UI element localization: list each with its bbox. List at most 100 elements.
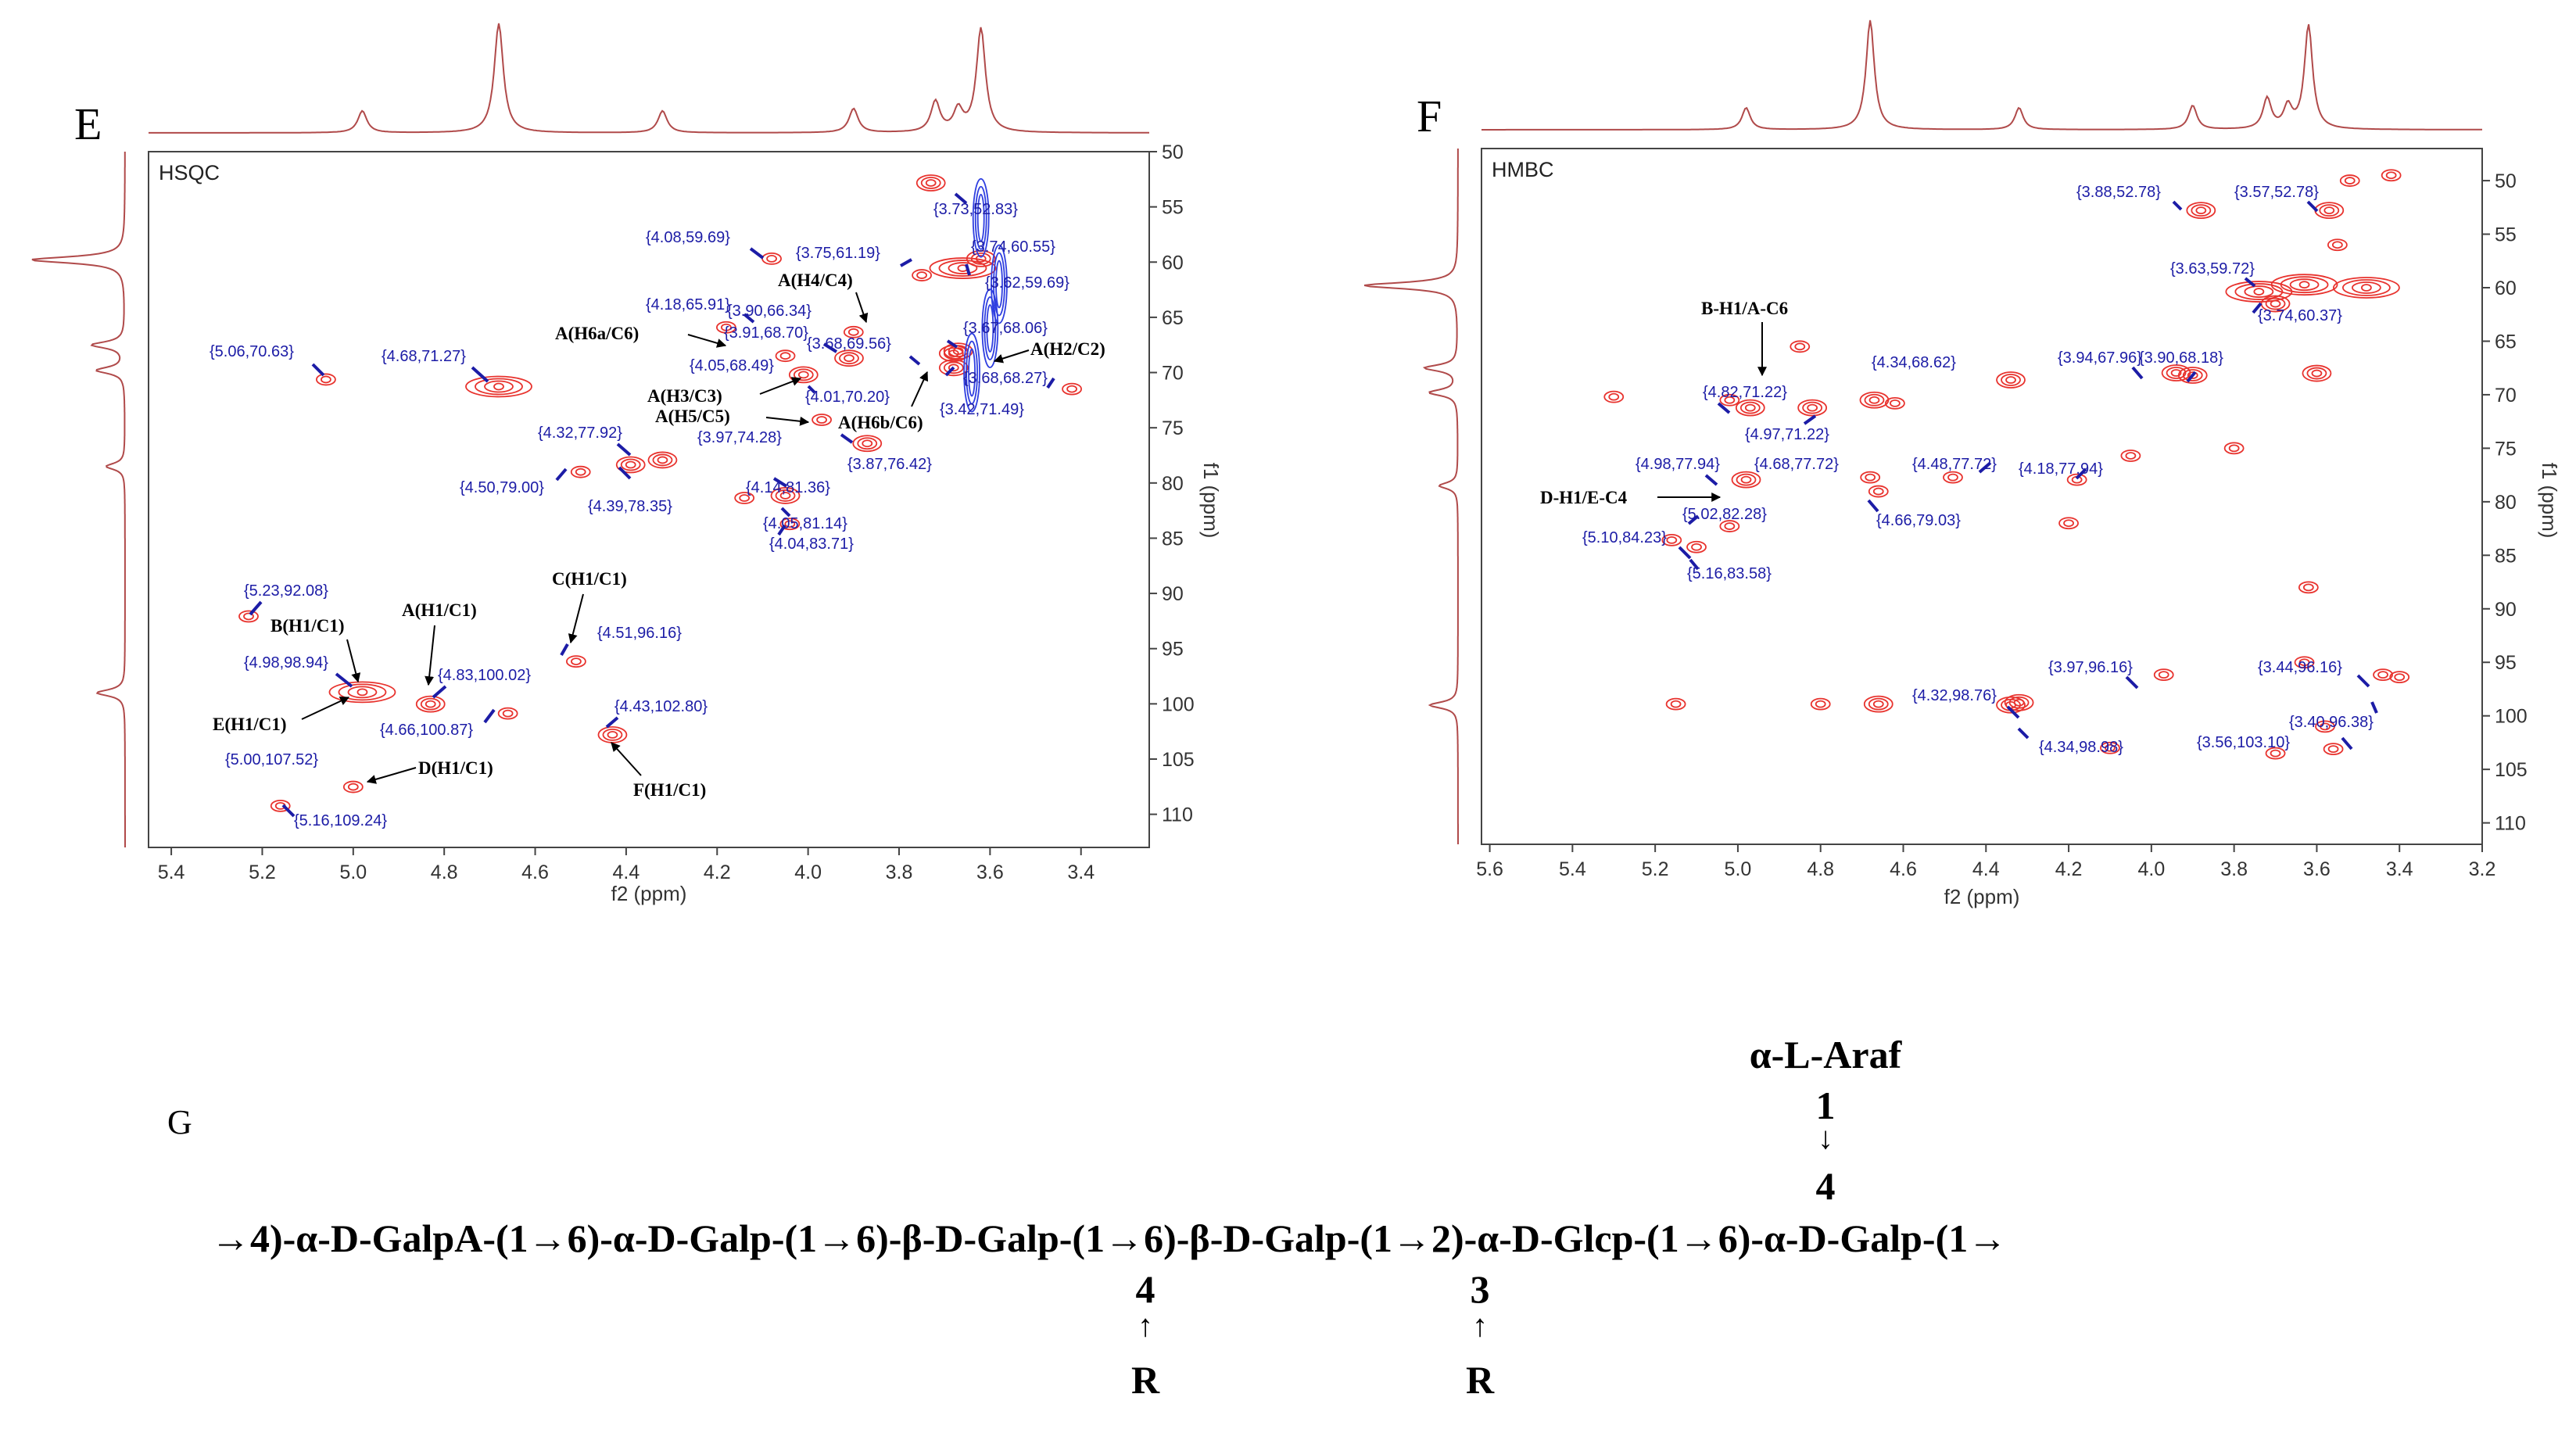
- hsqc-contour-peak: [602, 729, 623, 741]
- hsqc-axes: 5.4 5.2 5.0 4.8 4.6 4.4 4.2 4.0 3.8 3.6 3.4 50 55 60 6…: [158, 141, 1195, 883]
- hmbc-contour-peak: [2066, 473, 2087, 486]
- hsqc-contour-peak: [338, 683, 387, 701]
- hsqc-contour-peak: [816, 416, 827, 424]
- panel-letter-g: G: [167, 1103, 192, 1141]
- hsqc-x-tick-label: 5.2: [249, 861, 276, 883]
- hmbc-contour-peak: [2270, 749, 2281, 758]
- hmbc-contour-peak: [2234, 283, 2284, 300]
- hmbc-contour-peak: [1691, 543, 1702, 551]
- hmbc-contour-peak: [1744, 403, 1756, 412]
- hmbc-y-tick-label: 105: [2495, 759, 2528, 781]
- hmbc-y-tick-label: 65: [2495, 331, 2517, 353]
- hmbc-contour-peak: [1807, 403, 1818, 412]
- hsqc-contour-peak: [839, 352, 859, 365]
- hmbc-contour-peak: [2182, 369, 2203, 381]
- hsqc-top-projection: [149, 23, 1149, 134]
- hmbc-x-tick-label: 5.2: [1642, 858, 1669, 880]
- hsqc-contour-peak: [857, 437, 878, 450]
- hsqc-assignment: C(H1/C1): [552, 569, 627, 589]
- branch1-substituent: R: [1130, 1358, 1160, 1402]
- hsqc-contour-peak: [938, 359, 969, 377]
- hsqc-contour-peak: [415, 695, 446, 713]
- hmbc-contour-peak: [2191, 204, 2212, 217]
- hmbc-peak-label: {3.57,52.78}: [2234, 184, 2319, 201]
- hmbc-contour-peak: [1810, 697, 1831, 711]
- hsqc-contour-peak: [852, 435, 883, 453]
- hmbc-peak-label: {4.98,77.94}: [1636, 456, 1720, 473]
- hsqc-contour-peak: [347, 783, 359, 791]
- panel-letter-e: E: [74, 99, 102, 149]
- hmbc-contour-peak: [1661, 533, 1682, 546]
- hmbc-contour-peak: [2342, 279, 2391, 296]
- hsqc-assignment: A(H6a/C6): [555, 324, 639, 343]
- hsqc-contour-peak: [925, 179, 937, 187]
- hmbc-y-tick-label: 85: [2495, 545, 2517, 567]
- hsqc-contour-peak: [916, 271, 927, 279]
- hmbc-contour-peak: [1739, 401, 1761, 414]
- hsqc-peak-label: {3.68,68.27}: [963, 370, 1048, 387]
- hsqc-contour-peak: [912, 269, 932, 281]
- hmbc-contour-peak: [2270, 299, 2281, 308]
- hsqc-y-tick-label: 75: [1162, 417, 1184, 439]
- hsqc-peak-label: {3.74,60.55}: [971, 238, 1055, 256]
- hmbc-contour-peak: [2298, 281, 2310, 289]
- hmbc-peak-label: {3.97,96.16}: [2048, 659, 2133, 676]
- hsqc-x-tick-label: 5.0: [339, 861, 367, 883]
- hsqc-contour-peak: [766, 254, 777, 263]
- hsqc-peak-label: {4.66,100.87}: [380, 722, 473, 739]
- hmbc-x-tick-label: 5.4: [1559, 858, 1586, 880]
- hsqc-contour-peak: [920, 177, 941, 189]
- hmbc-contour-peak: [1603, 390, 1625, 403]
- hsqc-y-tick-label: 105: [1162, 749, 1195, 771]
- hmbc-x-tick-label: 4.2: [2055, 858, 2083, 880]
- hmbc-contour-peak: [2265, 297, 2286, 310]
- hsqc-peak-label: {3.73,52.83}: [933, 201, 1018, 218]
- hmbc-peak-label: {3.88,52.78}: [2076, 184, 2161, 201]
- hmbc-y-tick-label: 50: [2495, 170, 2517, 192]
- hsqc-x-tick-label: 5.4: [158, 861, 185, 883]
- hmbc-contour-peak: [2306, 367, 2327, 380]
- hmbc-y-tick-label: 80: [2495, 492, 2517, 514]
- hmbc-contour-peak: [2373, 668, 2393, 682]
- hsqc-peak-label: {4.50,79.00}: [460, 479, 544, 496]
- hsqc-peak-label: {3.97,74.28}: [697, 429, 782, 446]
- hsqc-y-tick-label: 55: [1162, 197, 1184, 219]
- hmbc-y-tick-label: 100: [2495, 706, 2528, 728]
- hmbc-x-tick-label: 3.8: [2220, 858, 2248, 880]
- hmbc-peak-label: {3.40,96.38}: [2289, 714, 2374, 731]
- hsqc-x-tick-label: 3.4: [1067, 861, 1095, 883]
- hsqc-contour-peak: [243, 612, 254, 621]
- hsqc-contour-peak: [793, 368, 814, 381]
- hsqc-y-tick-label: 70: [1162, 363, 1184, 385]
- hsqc-peak-label: {5.06,70.63}: [210, 343, 294, 360]
- hsqc-contour-peak: [721, 323, 732, 331]
- hsqc-contour-peak: [779, 492, 791, 500]
- hsqc-contour-peak: [739, 494, 751, 502]
- hsqc-peak-label: {4.04,83.71}: [769, 536, 854, 553]
- hsqc-contour-peak: [647, 451, 678, 469]
- hsqc-peak-label: {3.62,59.69}: [985, 274, 1069, 292]
- hmbc-contour-peak: [2125, 452, 2137, 460]
- hsqc-contour-peak: [625, 460, 636, 469]
- hmbc-contour-peak: [1724, 396, 1736, 404]
- hsqc-blue-contour: [974, 185, 987, 250]
- hsqc-contour-peak: [652, 453, 673, 467]
- hsqc-peak-label: {4.05,68.49}: [690, 357, 774, 374]
- hmbc-contour-peak: [2100, 741, 2120, 754]
- hsqc-y-tick-label: 60: [1162, 252, 1184, 274]
- branch-araf-link-to: 4: [1815, 1164, 1836, 1208]
- hmbc-contour-peak: [1686, 540, 1707, 553]
- hmbc-contour-peak: [1719, 520, 1740, 532]
- hsqc-contour-peak: [943, 347, 964, 360]
- hsqc-blue-contour: [991, 244, 1008, 324]
- hsqc-y-tick-label: 90: [1162, 583, 1184, 605]
- hsqc-contour-peak: [847, 328, 859, 336]
- hsqc-contour-peak: [342, 780, 364, 793]
- hsqc-peak-label: {3.87,76.42}: [847, 456, 932, 473]
- hmbc-contour-peak: [2004, 693, 2034, 711]
- hsqc-blue-contour: [983, 296, 997, 360]
- hmbc-contour-peak: [1872, 487, 1884, 496]
- hmbc-contour-peak: [1794, 342, 1806, 351]
- hsqc-peak-label: {4.43,102.80}: [614, 698, 708, 715]
